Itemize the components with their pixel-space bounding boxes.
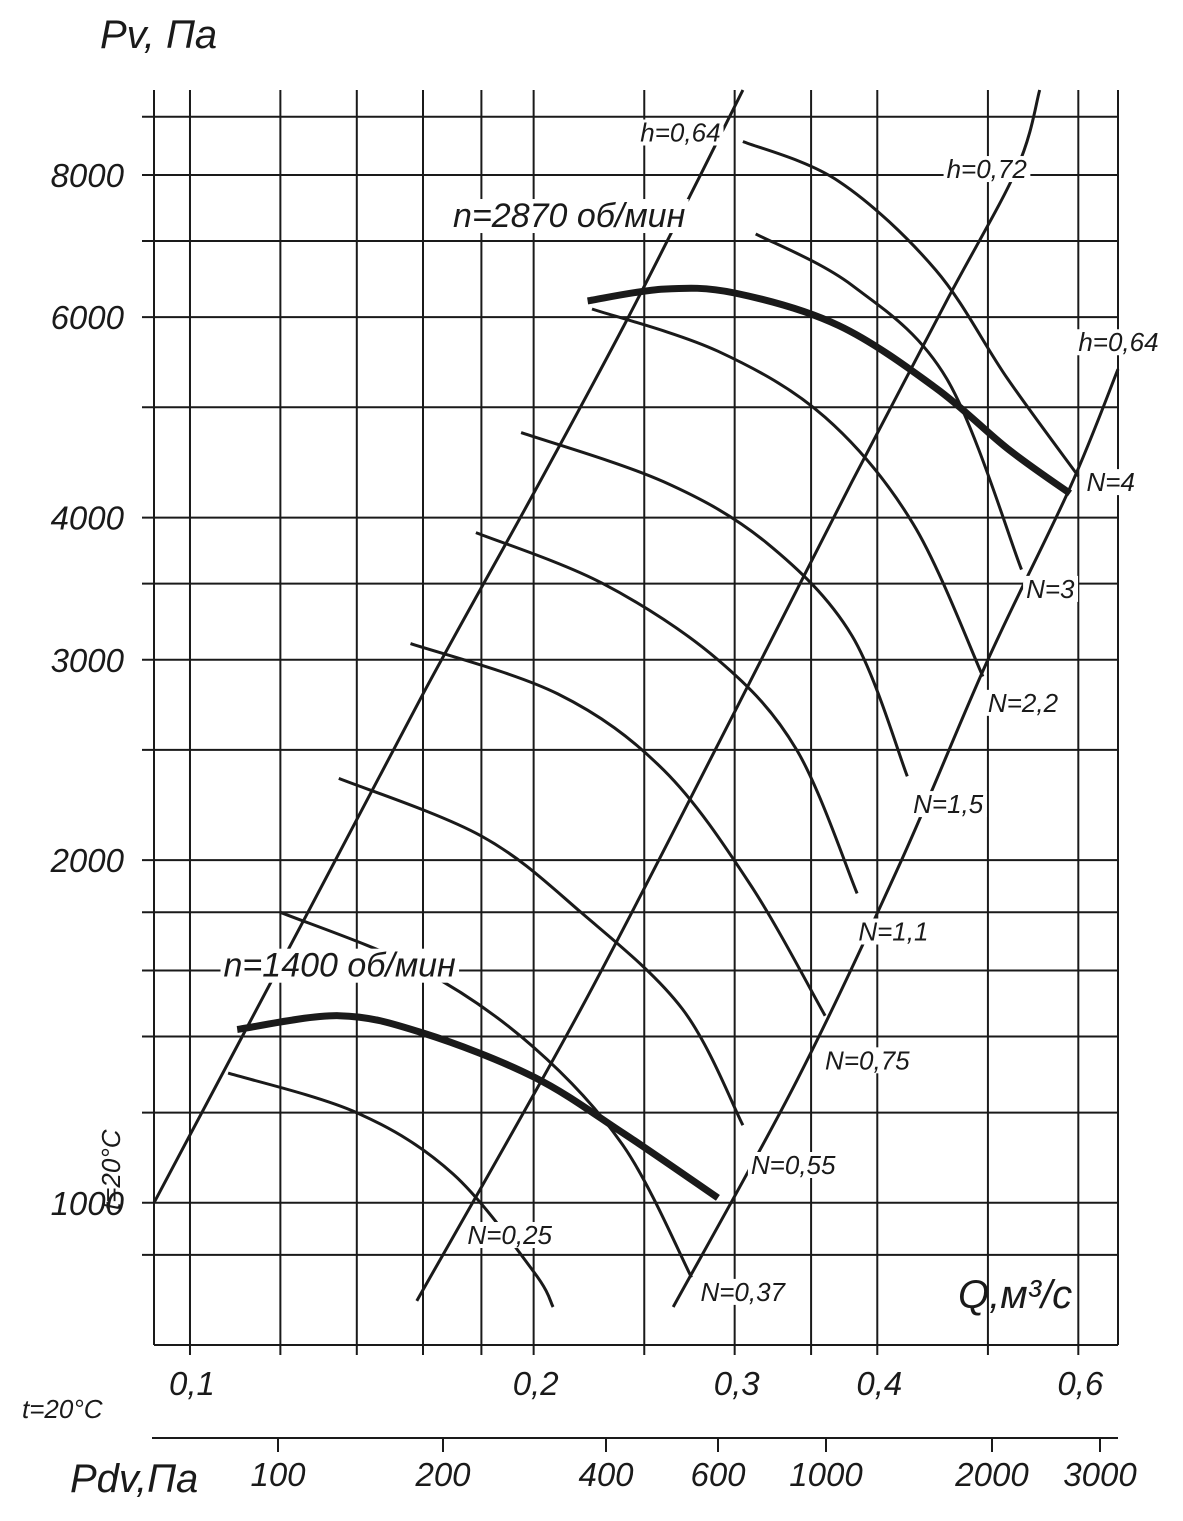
pdv-tick-label: 200 (414, 1456, 471, 1493)
x-tick-label: 0,4 (856, 1365, 902, 1402)
performance-curve (236, 1012, 720, 1201)
efficiency-curve (671, 368, 1120, 1308)
pdv-axis-title: Pdv,Па (70, 1457, 198, 1501)
pdv-tick-label: 3000 (1063, 1456, 1137, 1493)
power-curve (227, 1071, 555, 1308)
curve-label: N=3 (1026, 574, 1075, 604)
pdv-tick-label: 2000 (954, 1456, 1029, 1493)
power-curve (475, 531, 859, 894)
curve-label: h=0,64 (1078, 327, 1158, 357)
label-backing (637, 119, 724, 146)
pdv-tick-label: 1000 (789, 1456, 863, 1493)
power-curve (338, 777, 745, 1126)
label-backing (220, 948, 460, 983)
curve-label: N=0,75 (825, 1045, 910, 1075)
curve-label: N=4 (1087, 467, 1135, 497)
curve-label: N=1,1 (858, 917, 928, 947)
curve-labels: n=2870 об/мин n=1400 об/мин h=0,64 h=0,72 h=… (220, 118, 1162, 1307)
efficiency-curve (415, 89, 1042, 1302)
label-backing (1075, 329, 1162, 356)
power-curve (520, 431, 909, 777)
power-curve (742, 140, 1080, 477)
curve-label: n=2870 об/мин (453, 197, 686, 235)
label-backing (822, 1047, 914, 1074)
curve-label: N=1,5 (913, 789, 984, 819)
x-axis-title: Q,м³/с (958, 1273, 1072, 1317)
pdv-scale: 100 200 400 600 1000 2000 3000 (152, 1437, 1137, 1493)
y-tick-label: 8000 (51, 157, 125, 194)
y-tick-label: 2000 (50, 842, 125, 879)
curve-label: N=0,25 (467, 1220, 552, 1250)
y-tick-labels: 1000 2000 3000 4000 6000 8000 (50, 157, 125, 1222)
curve-label: n=1400 об/мин (224, 947, 457, 985)
y-tick-label: 4000 (51, 500, 125, 537)
label-backing (464, 1222, 556, 1249)
power-curve (410, 642, 827, 1017)
y-axis-title: Pv, Па (100, 13, 217, 57)
curve-label: N=0,55 (751, 1150, 836, 1180)
label-backing (943, 156, 1031, 183)
label-backing (747, 1151, 840, 1178)
label-backing (1023, 575, 1079, 602)
x-tick-labels: 0,1 0,2 0,3 0,4 0,6 (169, 1365, 1104, 1402)
power-curve (279, 910, 693, 1279)
performance-curve (587, 284, 1073, 497)
temperature-bottom-label: t=20°C (22, 1394, 103, 1424)
pdv-tick-label: 600 (690, 1456, 746, 1493)
curve-label: N=0,37 (700, 1277, 786, 1307)
curves (152, 89, 1120, 1308)
label-backing (1083, 469, 1138, 496)
label-backing (910, 791, 987, 818)
curve-label: h=0,72 (947, 154, 1028, 184)
pdv-tick-label: 400 (578, 1456, 634, 1493)
x-tick-label: 0,6 (1057, 1365, 1104, 1402)
label-backing (450, 199, 689, 234)
y-tick-label: 6000 (51, 299, 125, 336)
y-tick-label: 3000 (51, 642, 125, 679)
grid (142, 90, 1119, 1355)
curve-label: h=0,64 (640, 118, 720, 148)
x-tick-label: 0,2 (513, 1365, 559, 1402)
curve-label: N=2,2 (988, 688, 1059, 718)
x-tick-label: 0,3 (714, 1365, 761, 1402)
temperature-side-label: t=20°C (96, 1129, 126, 1210)
label-backing (855, 918, 932, 945)
label-backing (697, 1278, 790, 1305)
pdv-tick-label: 100 (250, 1456, 306, 1493)
y-tick-label: 1000 (51, 1185, 125, 1222)
power-curve (754, 232, 1023, 571)
label-backing (984, 689, 1062, 716)
power-curve (591, 307, 985, 678)
x-tick-label: 0,1 (169, 1365, 215, 1402)
